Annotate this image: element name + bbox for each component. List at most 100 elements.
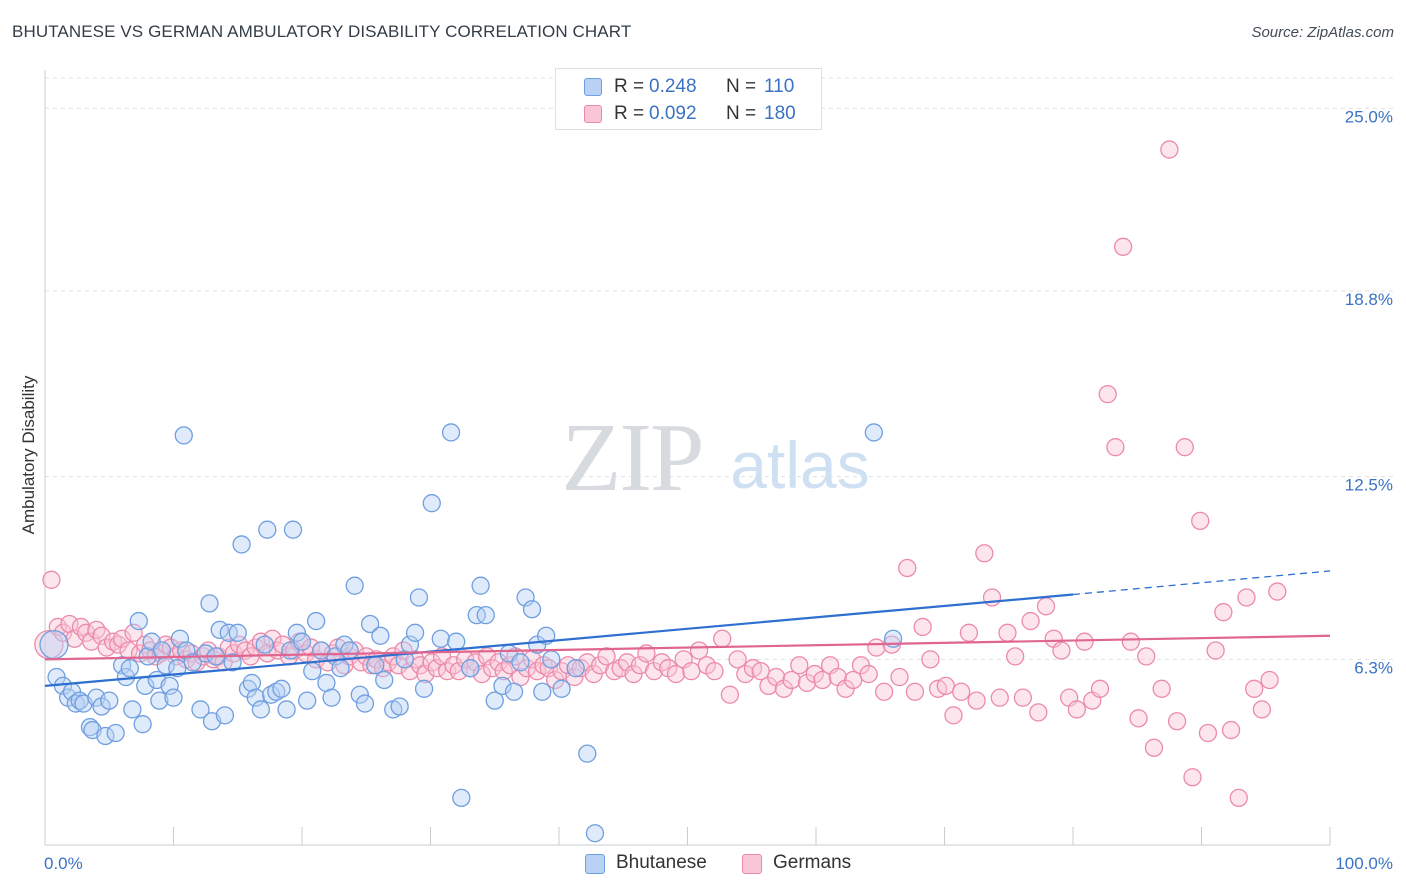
germans-point	[921, 650, 940, 669]
bhutanese-point	[350, 685, 369, 704]
germans-point	[449, 661, 468, 681]
stats-row-germans: R = 0.092 N = 180	[556, 101, 821, 127]
germans-point	[867, 638, 886, 657]
germans-point	[1137, 647, 1156, 666]
bhutanese-point	[566, 659, 585, 678]
bhutanese-point	[283, 520, 303, 539]
bhutanese-point	[150, 691, 169, 710]
bhutanese-point	[422, 494, 441, 513]
bhutanese-point	[504, 682, 524, 701]
germans-point	[92, 626, 111, 645]
bhutanese-point	[355, 694, 375, 713]
germans-point	[1245, 679, 1264, 698]
germans-point	[1021, 611, 1040, 631]
bhutanese-point	[493, 676, 512, 696]
germans-point	[944, 706, 963, 725]
germans-point	[87, 620, 106, 640]
y-tick-label: 12.5%	[1345, 476, 1393, 495]
bhutanese-point	[485, 691, 504, 710]
bhutanese-point	[303, 661, 322, 681]
germans-point	[936, 676, 955, 696]
y-tick-label: 6.3%	[1354, 658, 1393, 677]
germans-point	[982, 588, 1002, 607]
germans-point	[890, 667, 909, 687]
bhutanese-point	[441, 423, 461, 442]
germans-point	[959, 623, 979, 642]
r-label: R =	[614, 76, 645, 97]
n-value: 180	[764, 103, 796, 124]
bhutanese-point	[287, 623, 307, 642]
germans-point	[1229, 788, 1248, 808]
bhutanese-point	[183, 653, 202, 672]
germans-point	[1006, 647, 1025, 666]
germans-swatch	[742, 854, 762, 874]
germans-point	[1268, 582, 1287, 601]
legend-label-germans: Germans	[773, 852, 852, 873]
legend-label-bhutanese: Bhutanese	[616, 852, 707, 873]
source-label: Source: ZipAtlas.com	[1251, 24, 1394, 41]
germans-points	[34, 140, 1287, 808]
pink-swatch	[584, 105, 602, 123]
bhutanese-point	[552, 679, 571, 698]
n-label: N =	[726, 103, 757, 124]
germans-point	[1183, 768, 1202, 787]
bhutanese-point	[340, 641, 359, 660]
bhutanese-point	[331, 659, 350, 678]
germans-point	[1152, 679, 1171, 698]
bhutanese-point	[223, 653, 242, 672]
bhutanese-point	[177, 641, 196, 660]
bhutanese-point	[366, 656, 385, 675]
n-value: 110	[764, 76, 795, 97]
germans-point	[466, 653, 485, 672]
bhutanese-points	[39, 423, 903, 843]
germans-point	[952, 682, 971, 701]
germans-point	[998, 623, 1017, 642]
watermark-atlas: atlas	[730, 428, 869, 502]
germans-point	[472, 664, 492, 684]
bhutanese-point	[414, 679, 434, 698]
germans-point	[71, 617, 91, 637]
germans-point	[416, 664, 435, 684]
bhutanese-point	[471, 576, 490, 595]
y-tick-label: 18.8%	[1345, 290, 1393, 309]
germans-point	[1175, 438, 1194, 457]
germans-point	[1075, 632, 1094, 651]
stats-legend: R = 0.248 N = 110 R = 0.092 N = 180	[555, 68, 822, 130]
bhutanese-point	[542, 650, 561, 669]
bhutanese-point	[390, 697, 409, 716]
germans-point	[1260, 670, 1279, 690]
chart-title: BHUTANESE VS GERMAN AMBULATORY DISABILIT…	[12, 22, 632, 41]
bhutanese-point	[96, 726, 115, 746]
bhutanese-point	[272, 679, 291, 698]
bhutanese-point	[164, 688, 183, 707]
bhutanese-point	[267, 682, 286, 701]
germans-point	[422, 653, 441, 672]
y-tick-label: 25.0%	[1345, 107, 1393, 126]
germans-point	[728, 650, 747, 669]
bhutanese-point	[232, 535, 251, 554]
germans-point	[1237, 588, 1256, 607]
bhutanese-point	[277, 700, 296, 719]
germans-point	[1090, 679, 1110, 698]
bhutanese-point	[345, 576, 364, 595]
germans-point	[813, 670, 832, 690]
watermark-zip: ZIP	[562, 404, 703, 512]
germans-point	[1029, 703, 1048, 722]
bhutanese-point	[322, 688, 341, 707]
bhutanese-swatch	[585, 854, 605, 874]
germans-point	[967, 691, 986, 710]
bhutanese-point	[516, 588, 535, 607]
bhutanese-point	[431, 629, 450, 648]
bhutanese-point	[152, 641, 172, 660]
x-tick-label: 0.0%	[44, 854, 83, 873]
bhutanese-point	[200, 594, 219, 613]
grid-lines	[45, 77, 1395, 660]
x-tick-label: 100.0%	[1335, 854, 1393, 873]
germans-point	[905, 682, 925, 701]
bhutanese-point	[129, 611, 148, 631]
germans-point	[1144, 738, 1164, 757]
germans-point	[874, 682, 894, 701]
germans-point	[1036, 597, 1056, 616]
blue-swatch	[584, 78, 602, 96]
bhutanese-point	[522, 600, 542, 619]
